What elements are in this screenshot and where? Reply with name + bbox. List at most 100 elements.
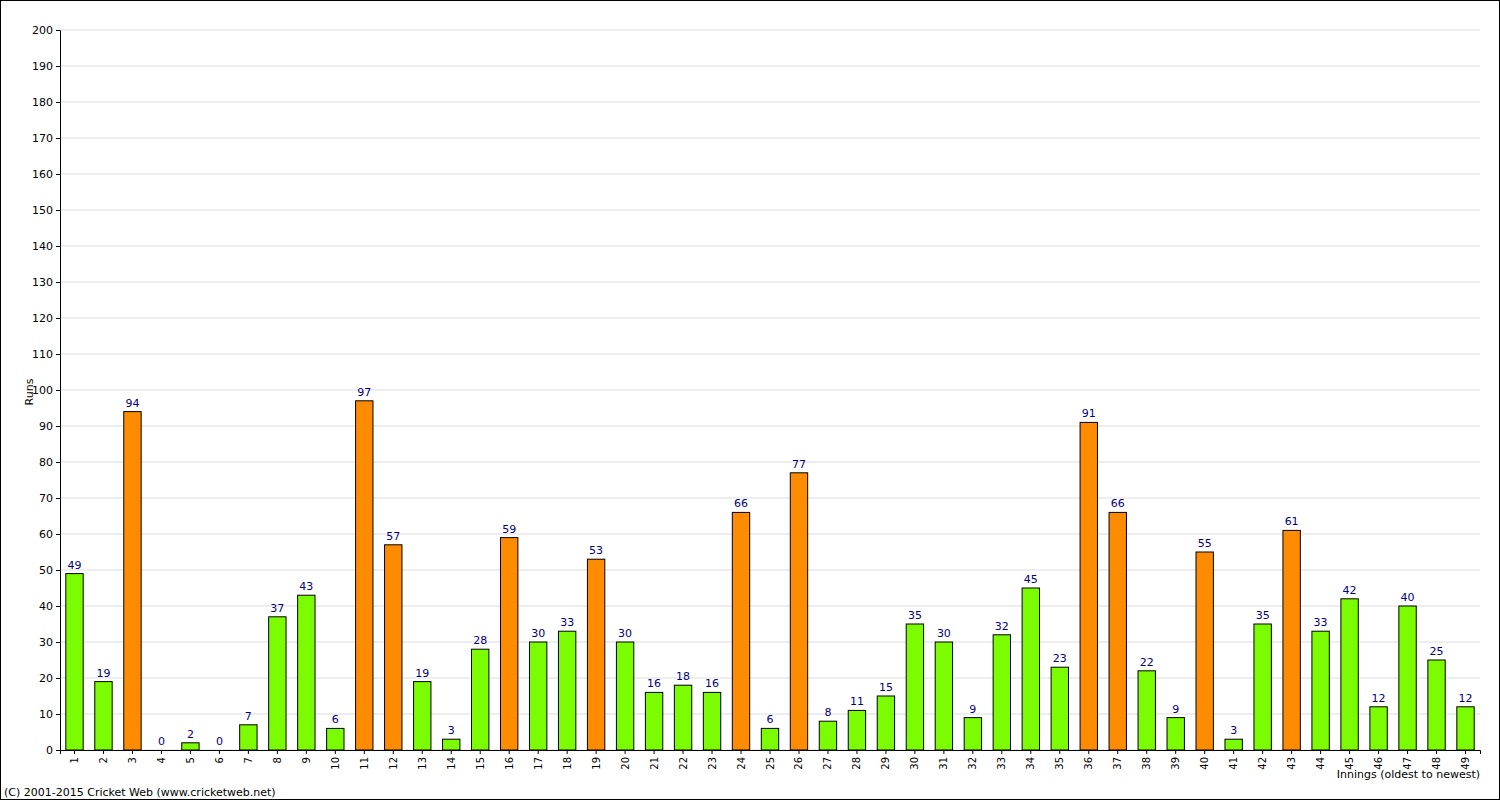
y-tick-mark [56,678,60,679]
grid-line [60,534,1480,535]
x-tick: 16 [504,750,515,770]
x-tick-label: 2 [98,757,109,763]
x-tick: 19 [591,750,602,770]
x-tick-mark [712,750,713,754]
bar [327,728,344,750]
x-tick-label: 27 [822,757,833,770]
y-tick-mark [56,426,60,427]
x-tick-label: 12 [388,757,399,770]
y-tick-mark [56,318,60,319]
y-tick: 160 [32,168,60,181]
y-tick: 40 [39,600,60,613]
grid-line [60,210,1480,211]
data-label: 45 [1024,573,1038,586]
x-tick-mark [885,750,886,754]
bar [269,617,286,750]
x-tick: 28 [851,750,862,770]
x-tick-mark [827,750,828,754]
x-tick: 25 [765,750,776,770]
y-tick: 140 [32,240,60,253]
bar [993,635,1010,750]
data-label: 32 [995,620,1009,633]
x-tick: 1 [69,750,80,763]
x-tick-label: 25 [765,757,776,770]
grid-line [60,498,1480,499]
data-label: 9 [1172,703,1179,716]
data-label: 28 [473,634,487,647]
x-tick: 9 [301,750,312,763]
y-tick-mark [56,354,60,355]
bar [124,412,141,750]
y-tick-label: 120 [32,312,53,325]
x-tick: 43 [1286,750,1297,770]
y-tick: 170 [32,132,60,145]
x-tick-mark [1407,750,1408,754]
x-tick-label: 9 [301,757,312,763]
x-tick-mark [1378,750,1379,754]
y-tick-mark [56,210,60,211]
bar [906,624,923,750]
x-tick-label: 7 [243,757,254,763]
y-tick: 60 [39,528,60,541]
data-label: 37 [270,602,284,615]
x-tick-label: 17 [533,757,544,770]
x-tick: 23 [707,750,718,770]
bar [1109,512,1126,750]
x-tick-label: 23 [707,757,718,770]
grid-line [60,390,1480,391]
y-tick-label: 80 [39,456,53,469]
y-tick-label: 160 [32,168,53,181]
bar [1370,707,1387,750]
x-tick: 8 [272,750,283,763]
data-label: 57 [386,530,400,543]
y-tick-label: 50 [39,564,53,577]
data-label: 3 [1230,724,1237,737]
x-tick-label: 10 [330,757,341,770]
x-tick-mark [1436,750,1437,754]
x-tick: 47 [1402,750,1413,770]
x-tick: 20 [620,750,631,770]
bar [761,728,778,750]
x-tick: 10 [330,750,341,770]
y-tick-label: 0 [46,744,53,757]
bar [558,631,575,750]
x-tick-label: 38 [1141,757,1152,770]
bar [211,750,228,751]
data-label: 3 [448,724,455,737]
x-tick-mark [1059,750,1060,754]
x-tick: 35 [1054,750,1065,770]
x-tick: 36 [1083,750,1094,770]
data-label: 7 [245,710,252,723]
x-tick: 21 [649,750,660,770]
data-label: 33 [1314,616,1328,629]
y-axis-line [56,31,61,751]
data-label: 16 [705,677,719,690]
x-tick-label: 34 [1025,757,1036,770]
data-label: 77 [792,458,806,471]
x-tick-label: 8 [272,757,283,763]
x-tick-label: 16 [504,757,515,770]
x-tick-mark [1233,750,1234,754]
x-tick: 2 [98,750,109,763]
bar [703,692,720,750]
data-label: 15 [879,681,893,694]
x-tick: 12 [388,750,399,770]
data-label: 53 [589,544,603,557]
bar [616,642,633,750]
y-tick-label: 110 [32,348,53,361]
data-label: 30 [531,627,545,640]
grid-line [60,102,1480,103]
x-tick-mark [741,750,742,754]
data-label: 9 [969,703,976,716]
bar [414,682,431,750]
y-tick: 110 [32,348,60,361]
data-label: 23 [1053,652,1067,665]
data-label: 22 [1140,656,1154,669]
bar [529,642,546,750]
x-tick: 14 [446,750,457,770]
data-label: 59 [502,523,516,536]
x-tick-mark [914,750,915,754]
bar [1283,530,1300,750]
x-tick-mark [856,750,857,754]
bar [500,538,517,750]
